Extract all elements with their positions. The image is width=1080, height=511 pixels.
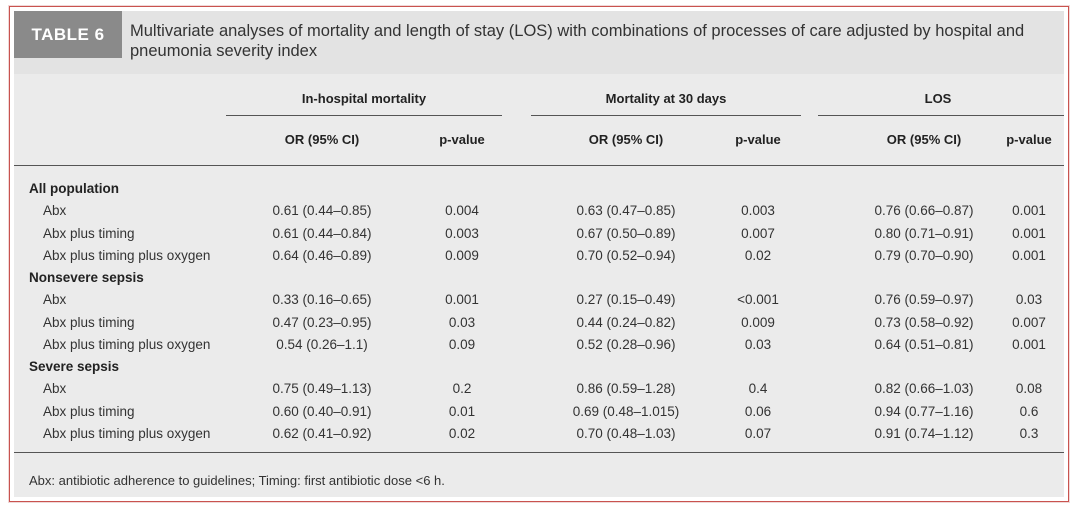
row-label: Abx plus timing plus oxygen xyxy=(43,425,211,441)
p-value-cell: 0.001 xyxy=(1012,203,1046,219)
row-label: Abx plus timing plus oxygen xyxy=(43,336,211,352)
or-ci-cell: 0.76 (0.66–0.87) xyxy=(874,203,974,219)
or-ci-cell: 0.86 (0.59–1.28) xyxy=(576,381,676,397)
p-value-cell: 0.02 xyxy=(744,247,772,263)
or-ci-cell: 0.61 (0.44–0.85) xyxy=(272,203,372,219)
p-value-cell: 0.02 xyxy=(448,425,476,441)
p-value-cell: 0.004 xyxy=(445,203,479,219)
group-rule-3 xyxy=(818,115,1064,116)
or-ci-cell: 0.63 (0.47–0.85) xyxy=(576,203,676,219)
or-ci-cell: 0.27 (0.15–0.49) xyxy=(576,292,676,308)
row-label: Abx plus timing xyxy=(43,314,135,330)
p-value-cell: 0.003 xyxy=(741,203,775,219)
or-ci-cell: 0.62 (0.41–0.92) xyxy=(272,425,372,441)
p-value-cell: 0.08 xyxy=(1015,381,1043,397)
p-value-cell: 0.6 xyxy=(1019,403,1039,419)
table-label: TABLE 6 xyxy=(14,11,122,58)
row-label: Abx xyxy=(43,292,67,308)
section-heading: Severe sepsis xyxy=(29,359,120,374)
or-ci-cell: 0.82 (0.66–1.03) xyxy=(874,381,974,397)
row-label: Abx xyxy=(43,381,67,397)
subheader-or-1: OR (95% CI) xyxy=(284,132,360,147)
subheader-or-3: OR (95% CI) xyxy=(886,132,962,147)
p-value-cell: 0.009 xyxy=(741,314,775,330)
group-header-mortality-30-days: Mortality at 30 days xyxy=(605,91,727,106)
table-header: TABLE 6 Multivariate analyses of mortali… xyxy=(14,11,1064,74)
or-ci-cell: 0.67 (0.50–0.89) xyxy=(576,225,676,241)
or-ci-cell: 0.64 (0.51–0.81) xyxy=(874,336,974,352)
group-header-in-hospital-mortality: In-hospital mortality xyxy=(301,91,427,106)
subheader-or-2: OR (95% CI) xyxy=(588,132,664,147)
p-value-cell: 0.001 xyxy=(445,292,479,308)
p-value-cell: 0.3 xyxy=(1019,425,1039,441)
p-value-cell: 0.03 xyxy=(744,336,772,352)
p-value-cell: <0.001 xyxy=(737,292,779,308)
subheader-pvalue-2: p-value xyxy=(735,132,781,147)
group-rule-2 xyxy=(531,115,801,116)
or-ci-cell: 0.70 (0.52–0.94) xyxy=(576,247,676,263)
p-value-cell: 0.06 xyxy=(744,403,772,419)
or-ci-cell: 0.64 (0.46–0.89) xyxy=(272,247,372,263)
header-rule xyxy=(14,165,1064,166)
or-ci-cell: 0.94 (0.77–1.16) xyxy=(874,403,974,419)
p-value-cell: 0.03 xyxy=(448,314,476,330)
subheader-pvalue-1: p-value xyxy=(439,132,485,147)
table-panel: TABLE 6 Multivariate analyses of mortali… xyxy=(14,11,1064,497)
bottom-rule xyxy=(14,452,1064,453)
row-label: Abx plus timing xyxy=(43,225,135,241)
group-rule-1 xyxy=(226,115,502,116)
or-ci-cell: 0.75 (0.49–1.13) xyxy=(272,381,372,397)
or-ci-cell: 0.54 (0.26–1.1) xyxy=(276,336,368,352)
or-ci-cell: 0.47 (0.23–0.95) xyxy=(272,314,372,330)
or-ci-cell: 0.70 (0.48–1.03) xyxy=(576,425,676,441)
row-label: Abx plus timing plus oxygen xyxy=(43,247,211,263)
p-value-cell: 0.001 xyxy=(1012,336,1046,352)
p-value-cell: 0.001 xyxy=(1012,247,1046,263)
or-ci-cell: 0.61 (0.44–0.84) xyxy=(272,225,372,241)
or-ci-cell: 0.60 (0.40–0.91) xyxy=(272,403,372,419)
or-ci-cell: 0.79 (0.70–0.90) xyxy=(874,247,974,263)
or-ci-cell: 0.91 (0.74–1.12) xyxy=(874,425,974,441)
or-ci-cell: 0.52 (0.28–0.96) xyxy=(576,336,676,352)
or-ci-cell: 0.69 (0.48–1.015) xyxy=(572,403,680,419)
p-value-cell: 0.09 xyxy=(448,336,476,352)
table-footnote: Abx: antibiotic adherence to guidelines;… xyxy=(29,473,445,488)
p-value-cell: 0.01 xyxy=(448,403,476,419)
p-value-cell: 0.07 xyxy=(744,425,772,441)
group-header-los: LOS xyxy=(924,91,952,106)
or-ci-cell: 0.33 (0.16–0.65) xyxy=(272,292,372,308)
or-ci-cell: 0.44 (0.24–0.82) xyxy=(576,314,676,330)
p-value-cell: 0.4 xyxy=(748,381,768,397)
section-heading: All population xyxy=(29,181,119,196)
p-value-cell: 0.03 xyxy=(1015,292,1043,308)
subheader-pvalue-3: p-value xyxy=(1006,132,1052,147)
or-ci-cell: 0.73 (0.58–0.92) xyxy=(874,314,974,330)
row-label: Abx plus timing xyxy=(43,403,135,419)
or-ci-cell: 0.80 (0.71–0.91) xyxy=(874,225,974,241)
row-label: Abx xyxy=(43,203,67,219)
or-ci-cell: 0.76 (0.59–0.97) xyxy=(874,292,974,308)
table-frame: TABLE 6 Multivariate analyses of mortali… xyxy=(9,6,1069,502)
p-value-cell: 0.003 xyxy=(445,225,479,241)
section-heading: Nonsevere sepsis xyxy=(29,270,144,285)
p-value-cell: 0.007 xyxy=(1012,314,1046,330)
p-value-cell: 0.009 xyxy=(445,247,479,263)
p-value-cell: 0.001 xyxy=(1012,225,1046,241)
table-title: Multivariate analyses of mortality and l… xyxy=(130,22,1025,60)
p-value-cell: 0.2 xyxy=(452,381,472,397)
p-value-cell: 0.007 xyxy=(741,225,775,241)
